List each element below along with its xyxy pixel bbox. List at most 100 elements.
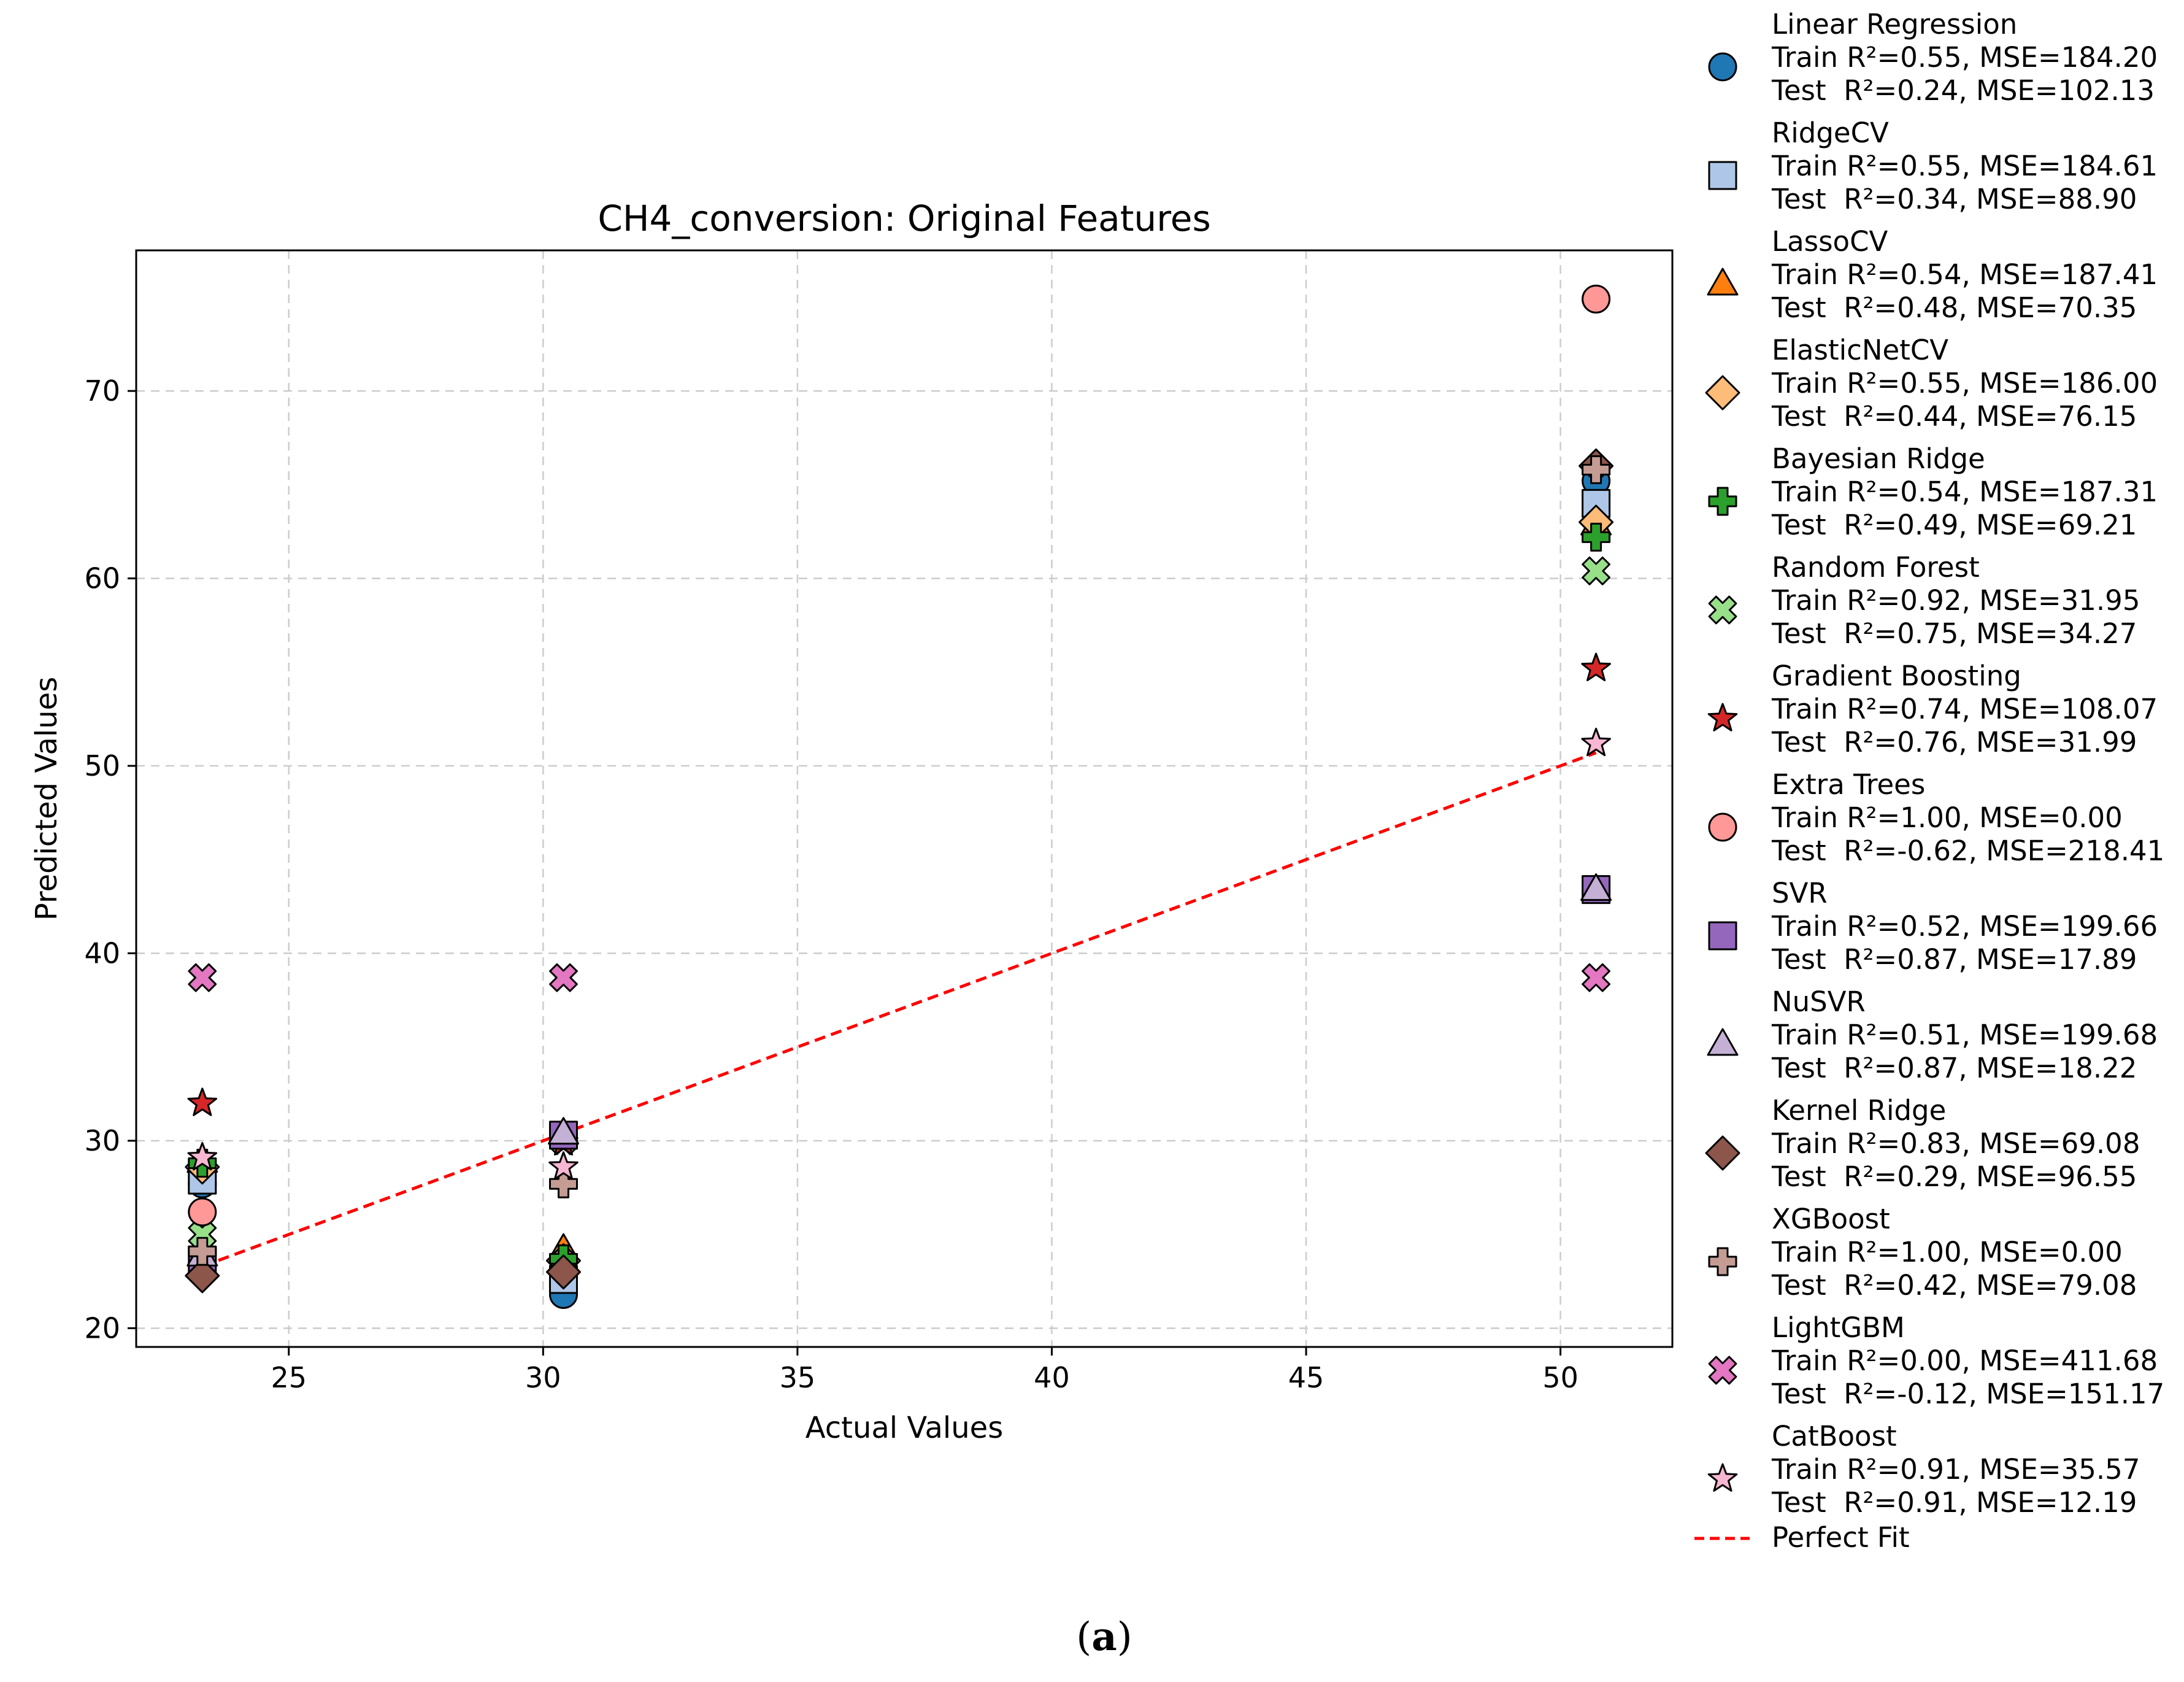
legend-entry-perfect-fit: Perfect Fit (1694, 1521, 1910, 1554)
legend-text: Test R²=0.87, MSE=17.89 (1771, 943, 2137, 976)
x-tick-label: 40 (1034, 1361, 1070, 1394)
legend-text: ElasticNetCV (1772, 334, 1948, 366)
legend-text: Train R²=0.55, MSE=186.00 (1771, 367, 2158, 399)
y-tick-label: 20 (84, 1311, 120, 1344)
legend-text: Test R²=0.44, MSE=76.15 (1771, 400, 2137, 433)
legend-text: Test R²=-0.62, MSE=218.41 (1771, 835, 2164, 867)
legend-text: Train R²=0.83, MSE=69.08 (1771, 1127, 2140, 1160)
y-tick-label: 30 (84, 1124, 120, 1157)
legend-text: NuSVR (1772, 986, 1866, 1018)
legend-text: CatBoost (1772, 1420, 1897, 1452)
legend-text: Train R²=1.00, MSE=0.00 (1771, 1236, 2123, 1268)
legend-marker-ridgecv (1708, 161, 1737, 190)
point-catboost (187, 1142, 218, 1171)
legend-text: Test R²=0.29, MSE=96.55 (1771, 1160, 2137, 1193)
legend-text: Train R²=0.55, MSE=184.61 (1771, 150, 2158, 182)
legend-marker-svr (1708, 921, 1737, 951)
legend-text: Train R²=1.00, MSE=0.00 (1771, 801, 2123, 834)
legend-text: Test R²=0.34, MSE=88.90 (1771, 183, 2137, 215)
legend-text: Train R²=0.54, MSE=187.41 (1771, 258, 2158, 291)
point-extra-trees (1582, 284, 1611, 314)
point-nusvr (1580, 873, 1612, 901)
legend-text: LassoCV (1772, 225, 1888, 258)
legend-text: Random Forest (1772, 551, 1980, 584)
legend-marker-gradient-boosting (1707, 703, 1738, 731)
y-tick-label: 60 (84, 562, 120, 595)
point-gradient-boosting (1581, 652, 1611, 682)
legend-text: Test R²=0.87, MSE=18.22 (1771, 1052, 2137, 1084)
point-catboost (548, 1151, 579, 1180)
legend-text: Test R²=0.76, MSE=31.99 (1771, 726, 2137, 758)
legend-text: Train R²=0.00, MSE=411.68 (1771, 1344, 2158, 1377)
legend-text: Train R²=0.52, MSE=199.66 (1771, 910, 2158, 943)
legend-text: Train R²=0.55, MSE=184.20 (1771, 41, 2158, 74)
legend-text: Train R²=0.54, MSE=187.31 (1771, 476, 2158, 508)
axes: 25 30 35 40 45 50 20 30 40 50 60 70 (84, 374, 1578, 1394)
legend-text: Train R²=0.74, MSE=108.07 (1771, 693, 2158, 725)
legend-marker-linear-regression (1708, 52, 1737, 82)
y-tick-label: 40 (84, 937, 120, 970)
point-lightgbm (188, 963, 217, 992)
x-tick-label: 50 (1542, 1361, 1578, 1394)
legend-text: Test R²=0.75, MSE=34.27 (1771, 617, 2137, 650)
legend-marker-kernel-ridge (1705, 1135, 1740, 1171)
figure-caption: (a) (1076, 1614, 1132, 1660)
legend-text: XGBoost (1772, 1203, 1890, 1235)
point-xgboost (188, 1236, 217, 1266)
point-nusvr (547, 1117, 579, 1145)
point-xgboost (548, 1169, 578, 1198)
legend-marker-extra-trees (1708, 812, 1737, 842)
point-random-forest (1582, 556, 1610, 585)
x-tick-label: 45 (1288, 1361, 1325, 1394)
legend-text: Test R²=0.24, MSE=102.13 (1771, 74, 2155, 107)
chart-title: CH4_conversion: Original Features (598, 198, 1210, 239)
point-xgboost (1582, 455, 1611, 484)
point-extra-trees (188, 1197, 217, 1227)
legend-marker-bayesian-ridge (1708, 487, 1737, 516)
point-catboost (1581, 727, 1611, 757)
point-kernel-ridge (545, 1254, 581, 1290)
legend-text: Perfect Fit (1772, 1521, 1910, 1554)
y-tick-label: 50 (84, 749, 120, 782)
perfect-fit-layer (201, 751, 1597, 1268)
data-points (185, 284, 1614, 1309)
legend-text: Extra Trees (1772, 768, 1925, 801)
x-tick-label: 25 (271, 1361, 307, 1394)
plot-frame (135, 249, 1674, 1348)
legend-text: RidgeCV (1772, 117, 1889, 149)
caption-label: a (1091, 1614, 1117, 1660)
legend-text: Kernel Ridge (1772, 1094, 1946, 1127)
legend-text: Test R²=-0.12, MSE=151.17 (1771, 1378, 2164, 1410)
legend-text: SVR (1772, 877, 1828, 909)
point-bayesian-ridge (1582, 522, 1611, 552)
legend-marker-random-forest (1708, 595, 1737, 625)
legend-text: Test R²=0.48, MSE=70.35 (1771, 291, 2137, 324)
legend-text: Gradient Boosting (1772, 660, 2021, 692)
legend-text: Train R²=0.51, MSE=199.68 (1771, 1019, 2158, 1051)
legend-marker-catboost (1707, 1463, 1738, 1492)
legend-text: Linear Regression (1772, 8, 2017, 41)
legend-text: Train R²=0.92, MSE=31.95 (1771, 584, 2140, 617)
legend-text: Test R²=0.42, MSE=79.08 (1771, 1269, 2137, 1302)
legend-marker-elasticnetcv (1705, 375, 1740, 411)
legend-text: LightGBM (1772, 1311, 1905, 1344)
legend-text: Train R²=0.91, MSE=35.57 (1771, 1453, 2140, 1486)
point-lightgbm (549, 963, 578, 992)
legend-marker-xgboost (1708, 1247, 1737, 1276)
legend-text: Bayesian Ridge (1772, 442, 1985, 475)
